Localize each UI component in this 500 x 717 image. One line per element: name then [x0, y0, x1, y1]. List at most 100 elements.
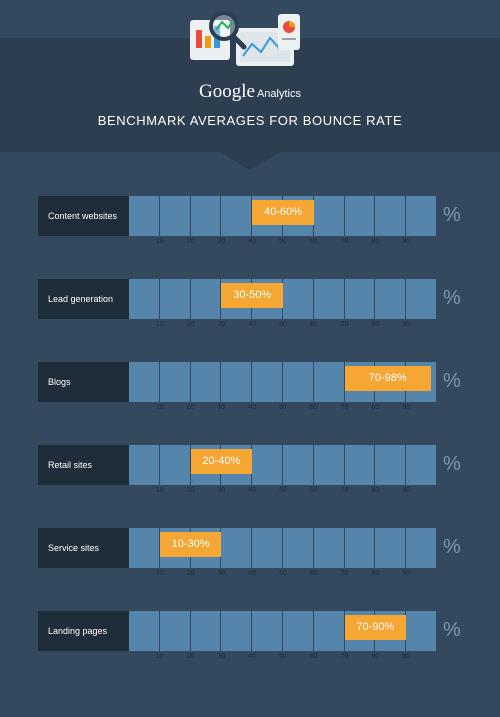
- bar-cell: [406, 611, 437, 651]
- tick-label: 50: [279, 321, 287, 328]
- tick-label: 90: [402, 570, 411, 577]
- bar-cell: [283, 362, 314, 402]
- range-bar: 40-60%: [252, 200, 314, 225]
- tick-label: 40: [248, 238, 257, 245]
- tick-label: 50: [279, 404, 287, 411]
- x-axis-ticks: 10 20 30 40 50 60 70 80 90: [0, 404, 500, 416]
- bar-cell: [406, 445, 437, 485]
- bar-cell: [406, 528, 437, 568]
- chart-title: BENCHMARK AVERAGES FOR BOUNCE RATE: [97, 113, 403, 128]
- google-analytics-logo: Google Analytics: [195, 81, 305, 103]
- bar-cell: [160, 611, 191, 651]
- tick-label: 90: [402, 487, 411, 494]
- bar-track: 70-98%: [129, 362, 437, 402]
- bar-cell: [314, 196, 345, 236]
- tick-label: 80: [371, 653, 380, 660]
- row-label: Retail sites: [38, 445, 139, 485]
- tick-label: 70: [340, 238, 349, 245]
- chart-row: Blogs 70-98% 10 20 30 40 50 60 70 80 90%: [0, 362, 500, 422]
- bar-cell: [252, 611, 283, 651]
- tick-label: 10: [155, 404, 164, 411]
- bar-track: 40-60%: [129, 196, 437, 236]
- tick-label: 20: [186, 321, 195, 328]
- bar-cell: [129, 445, 160, 485]
- row-label: Blogs: [38, 362, 139, 402]
- tick-label: 60: [309, 570, 318, 577]
- bar-cell: [221, 528, 253, 568]
- tick-label: 40: [248, 653, 257, 660]
- tick-label: 70: [340, 321, 349, 328]
- bar-cell: [129, 196, 160, 236]
- tick-label: 60: [309, 238, 318, 245]
- tick-label: 20: [186, 238, 195, 245]
- tick-label: 70: [340, 570, 349, 577]
- bar-cell: [283, 279, 314, 319]
- bar-cell: [345, 528, 376, 568]
- tick-label: 30: [217, 238, 226, 245]
- tick-label: 70: [340, 404, 349, 411]
- bar-cell: [314, 445, 345, 485]
- bar-cell: [191, 279, 222, 319]
- tick-label: 50: [279, 238, 287, 245]
- bar-cell: [314, 528, 345, 568]
- bar-cell: [129, 611, 160, 651]
- tick-label: 90: [402, 321, 411, 328]
- bar-cell: [129, 528, 160, 568]
- x-axis-ticks: 10 20 30 40 50 60 70 80 90: [0, 321, 500, 333]
- x-axis-ticks: 10 20 30 40 50 60 70 80 90: [0, 653, 500, 665]
- tick-label: 90: [402, 404, 411, 411]
- tick-label: 80: [371, 238, 380, 245]
- tick-label: 50: [279, 487, 287, 494]
- x-axis-ticks: 10 20 30 40 50 60 70 80 90: [0, 238, 500, 250]
- tick-label: 80: [371, 487, 380, 494]
- tick-label: 70: [340, 487, 349, 494]
- tick-label: 20: [186, 653, 195, 660]
- percent-sign: %: [443, 287, 461, 309]
- bar-cell: [375, 528, 407, 568]
- tick-label: 30: [217, 653, 226, 660]
- bar-cell: [406, 362, 437, 402]
- bar-cell: [252, 445, 283, 485]
- range-bar: 30-50%: [221, 283, 283, 308]
- tick-label: 50: [279, 570, 287, 577]
- tick-label: 70: [340, 653, 349, 660]
- chart-row: Content websites 40-60% 10 20 30 40 50 60 70 80 90…: [0, 196, 500, 256]
- bar-cell: [129, 279, 160, 319]
- bar-cell: [375, 279, 407, 319]
- logo-brand: Google: [199, 81, 255, 102]
- tick-label: 10: [155, 653, 164, 660]
- chart-row: Landing pages 70-90% 10 20 30 40 50 60 70 80 90%: [0, 611, 500, 671]
- bar-cell: [160, 279, 191, 319]
- chart-row: Lead generation 30-50% 10 20 30 40 50 60 70 80 90%: [0, 279, 500, 339]
- x-axis-ticks: 10 20 30 40 50 60 70 80 90: [0, 487, 500, 499]
- tick-label: 30: [217, 404, 226, 411]
- tick-label: 90: [402, 653, 411, 660]
- tick-label: 10: [155, 238, 164, 245]
- bar-cell: [252, 528, 283, 568]
- percent-sign: %: [443, 370, 461, 392]
- tick-label: 20: [186, 404, 195, 411]
- tick-label: 50: [279, 653, 287, 660]
- bar-cell: [314, 279, 345, 319]
- x-axis-ticks: 10 20 30 40 50 60 70 80 90: [0, 570, 500, 582]
- row-label: Lead generation: [38, 279, 139, 319]
- row-label: Service sites: [38, 528, 139, 568]
- percent-sign: %: [443, 204, 461, 226]
- tick-label: 40: [248, 404, 257, 411]
- logo-product: Analytics: [256, 88, 301, 100]
- bar-cell: [191, 362, 222, 402]
- bar-cell: [314, 362, 345, 402]
- bar-cell: [191, 611, 222, 651]
- bar-cell: [283, 528, 314, 568]
- tick-label: 90: [402, 238, 411, 245]
- tick-label: 60: [309, 653, 318, 660]
- chart-row: Retail sites 20-40% 10 20 30 40 50 60 70 80 90%: [0, 445, 500, 505]
- tick-label: 60: [309, 487, 318, 494]
- bar-cell: [283, 611, 314, 651]
- bar-track: 70-90%: [129, 611, 437, 651]
- tick-label: 60: [309, 321, 318, 328]
- bar-cell: [375, 196, 407, 236]
- bar-cell: [160, 445, 191, 485]
- range-bar: 20-40%: [190, 449, 253, 474]
- bar-track: 10-30%: [129, 528, 437, 568]
